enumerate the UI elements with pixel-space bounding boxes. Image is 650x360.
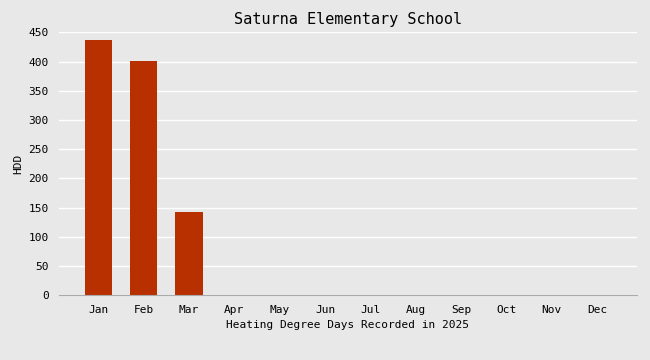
Bar [176, 212, 203, 295]
X-axis label: Heating Degree Days Recorded in 2025: Heating Degree Days Recorded in 2025 [226, 320, 469, 330]
Title: Saturna Elementary School: Saturna Elementary School [234, 12, 462, 27]
Y-axis label: HDD: HDD [13, 154, 23, 174]
Bar [130, 61, 157, 295]
Bar [84, 40, 112, 295]
